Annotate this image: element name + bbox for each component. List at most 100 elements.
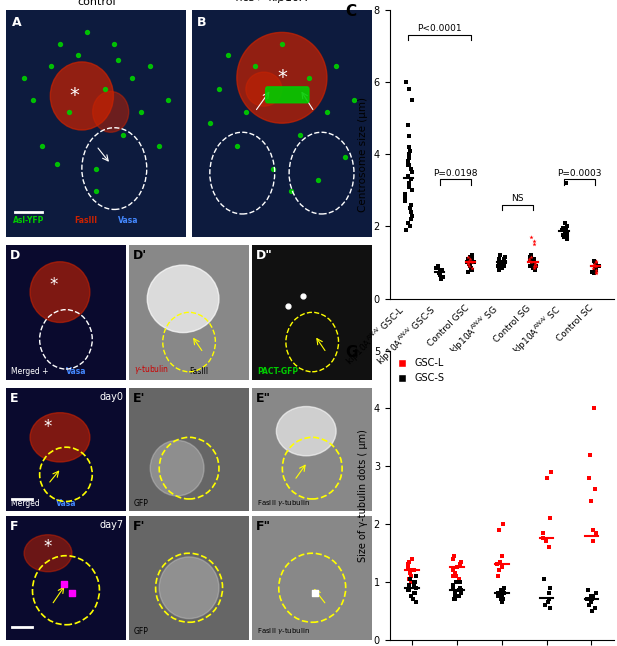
Point [594,261,603,271]
Point [404,585,414,596]
Point [91,163,101,174]
Text: FasIII $\gamma$-tubulin: FasIII $\gamma$-tubulin [257,626,310,636]
Text: GFP: GFP [134,499,149,508]
Point [529,265,539,275]
Point [497,597,507,607]
Point [436,268,445,278]
Point [136,107,146,117]
Point [405,174,415,185]
Point [591,257,601,267]
Point [539,574,549,584]
Point [405,568,415,578]
Point [540,599,550,610]
Point [466,263,476,273]
Point [146,61,155,72]
Point [400,196,410,206]
Point [452,577,462,587]
Point [404,182,414,192]
Y-axis label: Centrosome size (μm): Centrosome size (μm) [358,97,368,212]
Point [437,265,447,275]
Point [433,261,443,271]
Point [67,587,77,598]
Point [589,403,598,413]
Point [406,200,416,210]
Point [109,39,119,49]
Point [499,256,509,266]
Point [586,495,596,506]
Point [407,167,417,178]
Point [587,266,597,276]
Text: control: control [77,0,115,7]
Point [464,256,474,266]
Point [59,579,68,589]
Point [499,261,509,271]
Point [528,257,537,267]
Point [404,556,414,567]
Point [464,261,474,271]
Point [64,107,74,117]
Point [539,528,549,538]
Point [495,556,505,567]
Point [410,582,420,592]
Point [463,266,473,276]
Point [403,218,413,228]
Point [496,585,506,596]
Point [463,259,473,269]
Text: GFP: GFP [134,627,149,636]
Point [590,257,600,267]
Point [557,225,567,235]
Point [457,588,466,598]
Text: D: D [10,249,20,262]
Ellipse shape [30,413,90,462]
Point [455,577,465,587]
Point [406,207,416,217]
Point [494,565,503,576]
Point [526,232,536,242]
Point [590,588,600,598]
Text: Vasa: Vasa [118,216,138,225]
Text: G: G [345,345,357,360]
Point [404,178,413,188]
Text: C: C [345,4,356,19]
Point [495,257,505,267]
Point [585,450,595,460]
Point [463,257,473,267]
Point [405,579,415,590]
Point [467,250,477,260]
Text: D": D" [256,249,273,262]
Point [584,473,594,483]
Point [467,265,477,275]
Point [499,519,508,529]
Point [494,525,504,535]
Text: E: E [10,391,19,404]
Point [408,594,418,604]
Point [331,61,341,72]
Point [529,259,539,269]
Point [405,203,415,213]
Point [456,556,466,567]
Point [349,96,359,106]
Point [529,263,539,273]
Text: Asl-YFP: Asl-YFP [14,216,45,225]
Point [250,61,260,72]
Point [453,574,463,584]
Point [559,232,569,242]
Ellipse shape [237,32,327,123]
Point [409,579,419,590]
Point [544,594,554,604]
Point [286,186,296,196]
Point [436,265,445,275]
Point [438,272,448,282]
Ellipse shape [147,265,219,333]
Point [500,257,510,267]
Text: Merged: Merged [11,499,42,508]
Point [404,131,413,141]
Point [497,263,507,273]
Point [586,591,596,601]
Point [561,225,571,235]
Point [531,259,540,269]
Point [545,467,555,477]
Point [405,574,415,584]
Point [310,587,320,598]
Text: D': D' [133,249,147,262]
